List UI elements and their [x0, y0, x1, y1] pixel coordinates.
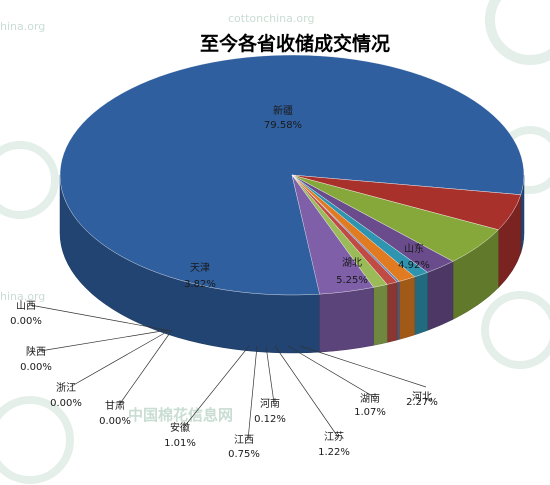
slice-value-label: 1.22% — [318, 447, 350, 458]
slice-value-label: 0.00% — [99, 416, 131, 427]
leader-line — [29, 304, 167, 331]
leader-line — [69, 329, 171, 388]
slice-name-label: 河北 — [412, 391, 432, 403]
pie-wall-5 — [398, 276, 415, 340]
slice-name-label: 陕西 — [26, 345, 46, 358]
pie-wall-8 — [373, 284, 388, 346]
slice-value-label: 0.00% — [10, 316, 42, 327]
pie-slices — [59, 54, 525, 296]
slice-value-label: 5.25% — [336, 275, 368, 286]
pie-wall-4 — [414, 272, 428, 336]
slice-name-label: 甘肃 — [105, 399, 125, 412]
slice-name-label: 天津 — [190, 262, 210, 274]
pie-side-walls — [59, 174, 525, 354]
slice-value-label: 0.75% — [228, 449, 260, 460]
pie-wall-13 — [319, 287, 374, 353]
chart-title: 至今各省收储成交情况 — [200, 32, 390, 55]
slice-value-label: 4.92% — [398, 260, 430, 271]
slice-value-label: 79.58% — [264, 120, 302, 131]
watermark-site-top: cottonchina.org — [228, 12, 314, 25]
leader-line — [299, 345, 427, 388]
pie-wall-3 — [427, 261, 454, 331]
slice-value-label: 0.00% — [20, 362, 52, 373]
slice-name-label: 新疆 — [273, 104, 293, 117]
slice-value-label: 2.27% — [406, 397, 438, 408]
leader-line — [183, 345, 250, 428]
pie-wall-7 — [386, 281, 398, 343]
leader-lines — [29, 304, 427, 441]
slice-value-label: 3.82% — [184, 279, 216, 290]
watermark-brand: 中国棉花信息网 — [128, 406, 233, 424]
watermark-site-left-top: hina.org — [0, 20, 45, 33]
slice-name-label: 江苏 — [324, 430, 344, 443]
slice-name-label: 山西 — [16, 300, 36, 312]
leader-line — [247, 345, 258, 441]
slice-name-label: 山东 — [404, 242, 424, 255]
pie-wall-6 — [396, 281, 400, 341]
slice-name-label: 江西 — [234, 434, 254, 446]
slice-name-label: 河南 — [260, 397, 280, 410]
leader-line — [287, 345, 375, 398]
slice-value-label: 0.12% — [254, 414, 286, 425]
pie-slice-13 — [291, 174, 374, 295]
slice-name-label: 安徽 — [170, 421, 190, 434]
slice-name-label: 湖北 — [342, 257, 362, 269]
slice-labels: 新疆 79.58% 山东 4.92% 湖北 5.25% 河北2.27% 湖南 1.07% 江苏 1.… — [10, 104, 438, 460]
slice-name-label: 湖南 — [360, 392, 380, 405]
slice-name-label: 浙江 — [56, 382, 76, 394]
leader-line — [265, 345, 275, 404]
slice-value-label: 1.01% — [164, 438, 196, 449]
watermark-site-left-mid: hina.org — [0, 290, 45, 303]
leader-line — [39, 329, 169, 352]
leader-line — [118, 329, 173, 406]
slice-value-label: 1.07% — [354, 407, 386, 418]
slice-value-label: 0.00% — [50, 398, 82, 409]
leader-line — [274, 345, 339, 438]
